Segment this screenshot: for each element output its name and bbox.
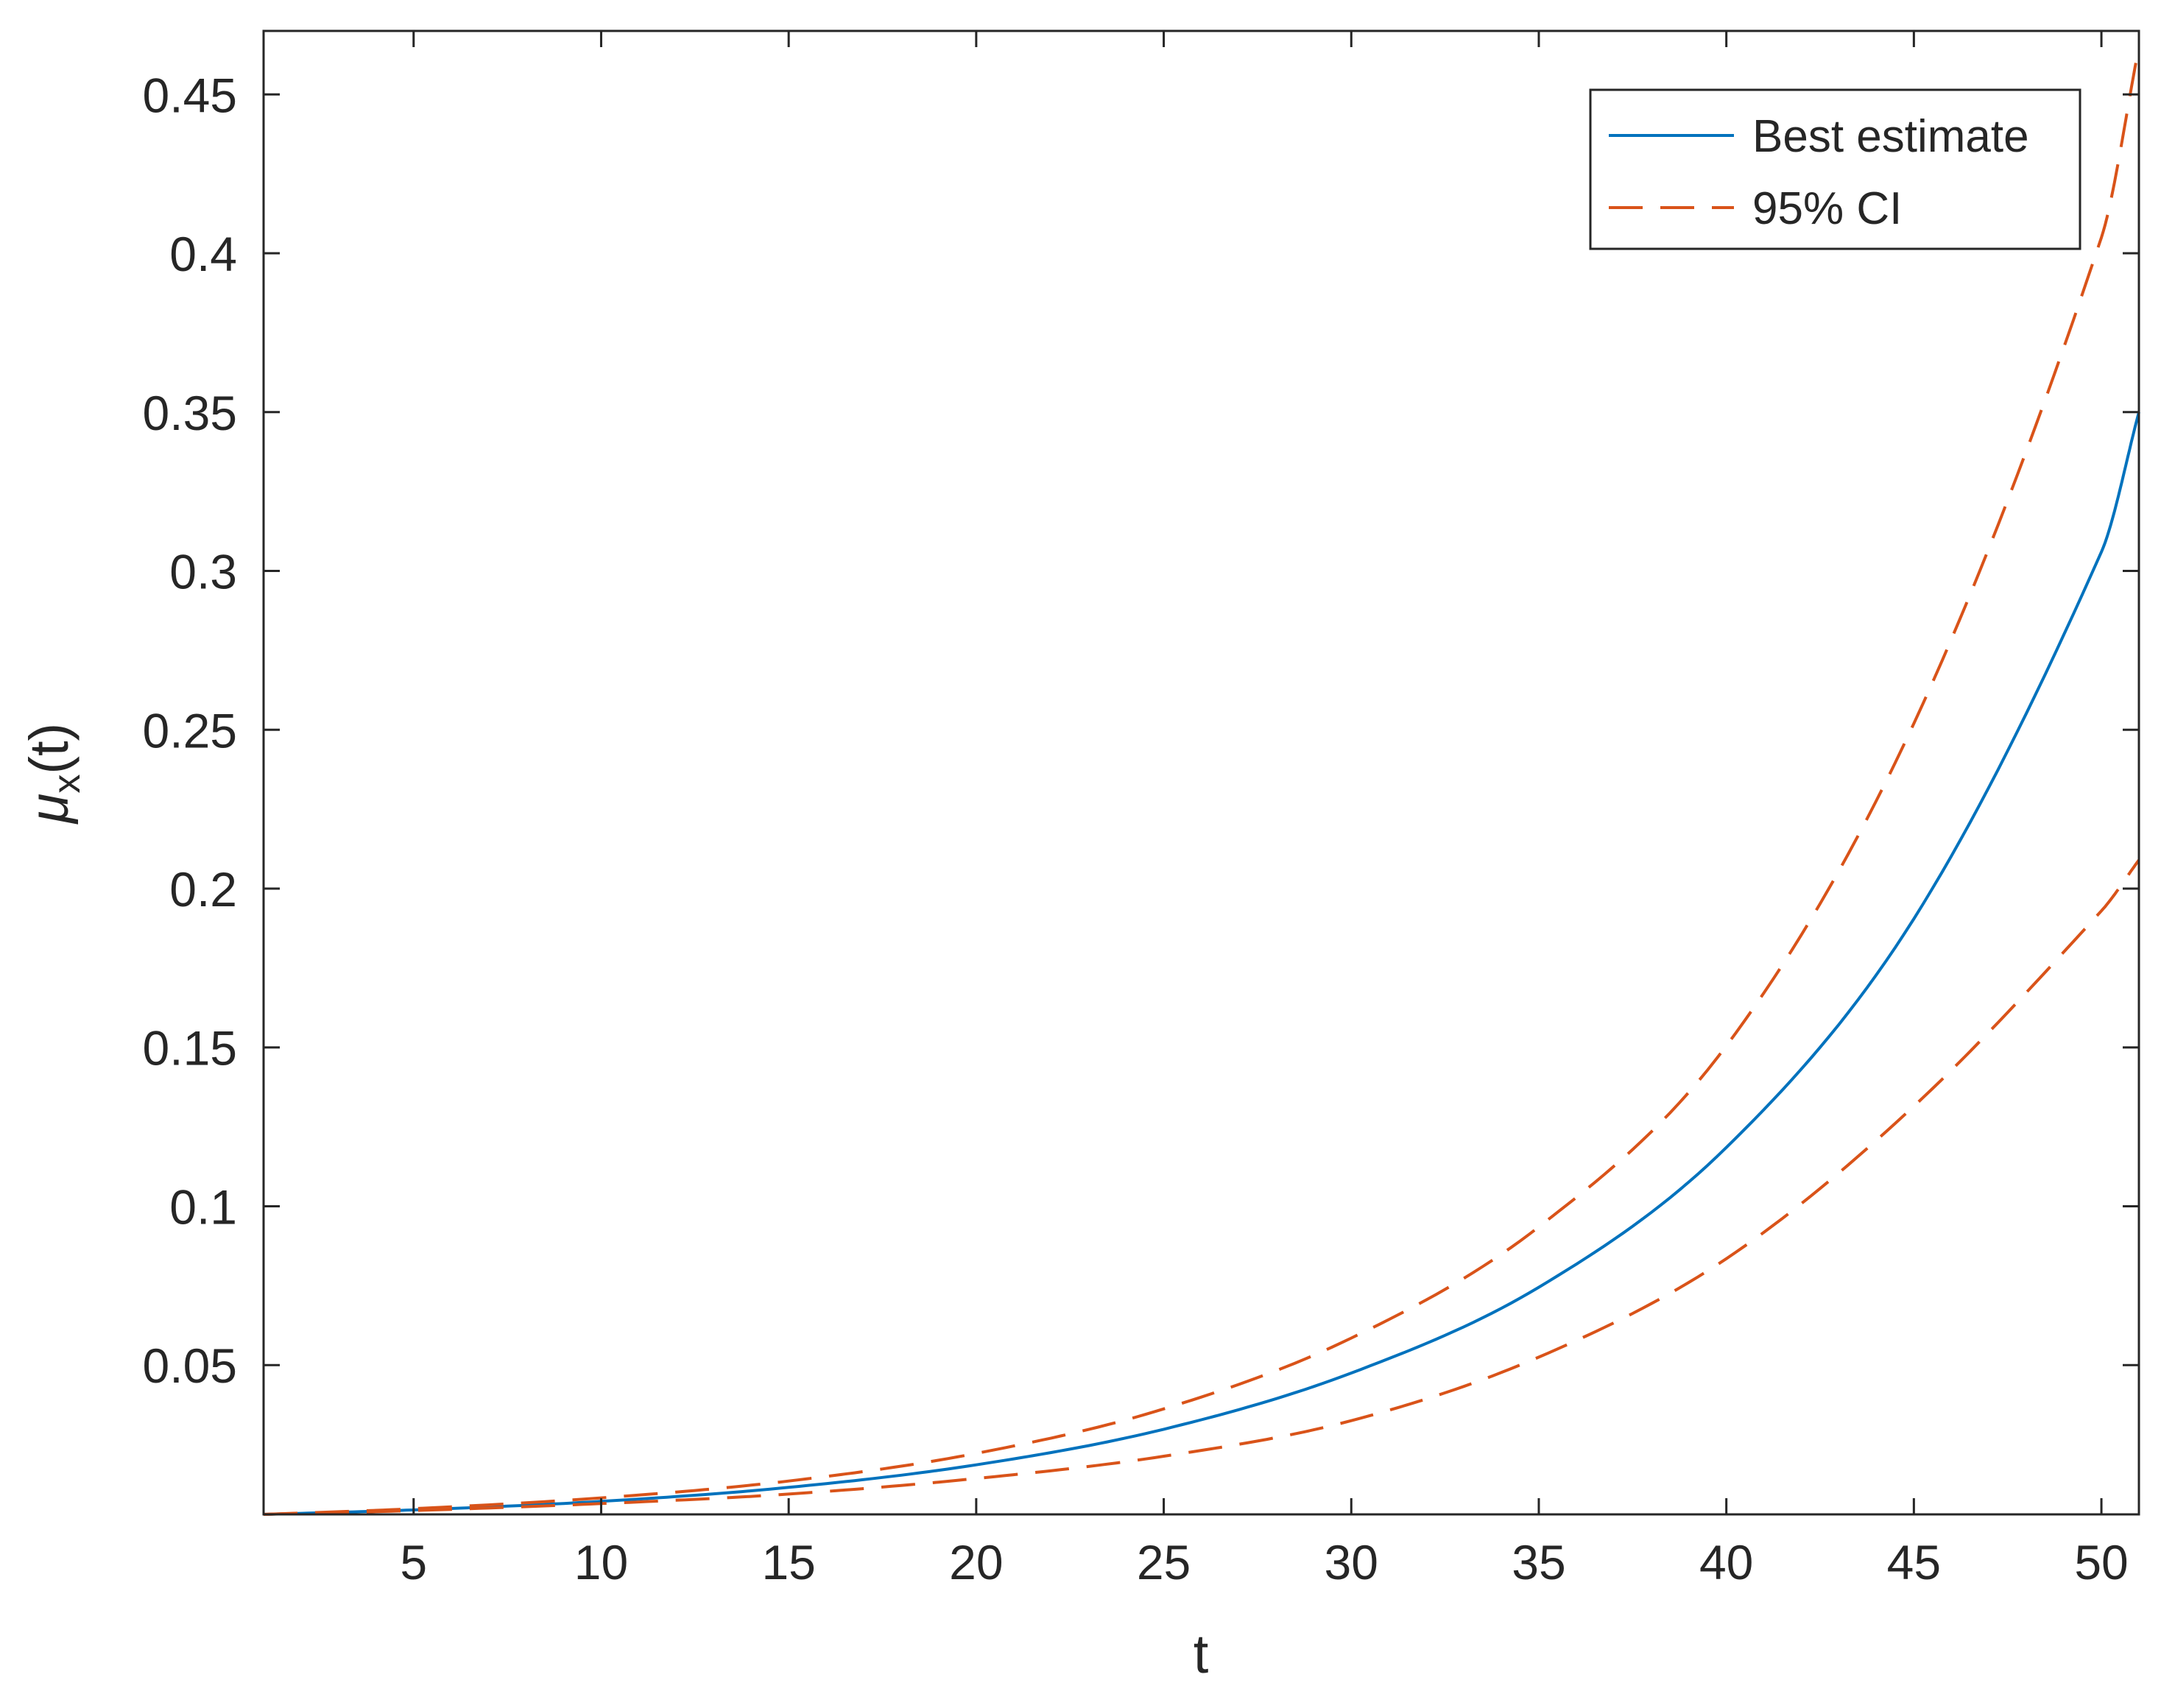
y-tick-label-0-45: 0.45: [143, 68, 237, 122]
x-tick-label-15: 15: [761, 1535, 815, 1589]
x-tick-label-40: 40: [1699, 1535, 1753, 1589]
y-axis-label-symbol: μ: [18, 794, 80, 825]
ticks-layer: [264, 31, 2139, 1514]
series-line-best-estimate: [263, 412, 2140, 1516]
y-axis-label-subscript: x: [46, 774, 88, 794]
plot-area-frame: [262, 29, 2140, 1516]
y-tick-label-0-4: 0.4: [169, 227, 237, 281]
legend-box: [1589, 88, 2081, 250]
y-tick-label-0-35: 0.35: [143, 386, 237, 440]
series-line-95-ci: [263, 46, 2140, 1516]
legend-label-best-estimate: Best estimate: [1752, 111, 2029, 162]
x-tick-label-30: 30: [1325, 1535, 1378, 1589]
y-tick-label-0-3: 0.3: [169, 545, 237, 599]
y-tick-label-0-05: 0.05: [143, 1338, 237, 1393]
y-axis-label-suffix: (t): [18, 723, 80, 774]
x-tick-label-25: 25: [1137, 1535, 1191, 1589]
x-tick-label-35: 35: [1512, 1535, 1565, 1589]
x-tick-label-45: 45: [1887, 1535, 1941, 1589]
x-tick-label-20: 20: [949, 1535, 1003, 1589]
x-tick-label-10: 10: [574, 1535, 628, 1589]
tick-labels-layer: 5 10 15 20 25 30 35 40 45 50 0.05 0.1 0.15 0.2 0.25 0.3…: [143, 68, 2129, 1589]
y-tick-label-0-25: 0.25: [143, 703, 237, 758]
legend: Best estimate 95% CI: [1589, 88, 2081, 250]
series-layer: [263, 46, 2140, 1516]
series-line-ci-lower: [263, 859, 2140, 1516]
x-tick-label-5: 5: [400, 1535, 427, 1589]
y-tick-label-0-15: 0.15: [143, 1021, 237, 1076]
legend-label-95-ci: 95% CI: [1752, 183, 1902, 234]
y-tick-label-0-1: 0.1: [169, 1179, 237, 1234]
y-tick-label-0-2: 0.2: [169, 862, 237, 917]
y-axis-label: μx(t): [18, 723, 88, 825]
x-axis-label: t: [1194, 1623, 1209, 1684]
x-tick-label-50: 50: [2074, 1535, 2128, 1589]
